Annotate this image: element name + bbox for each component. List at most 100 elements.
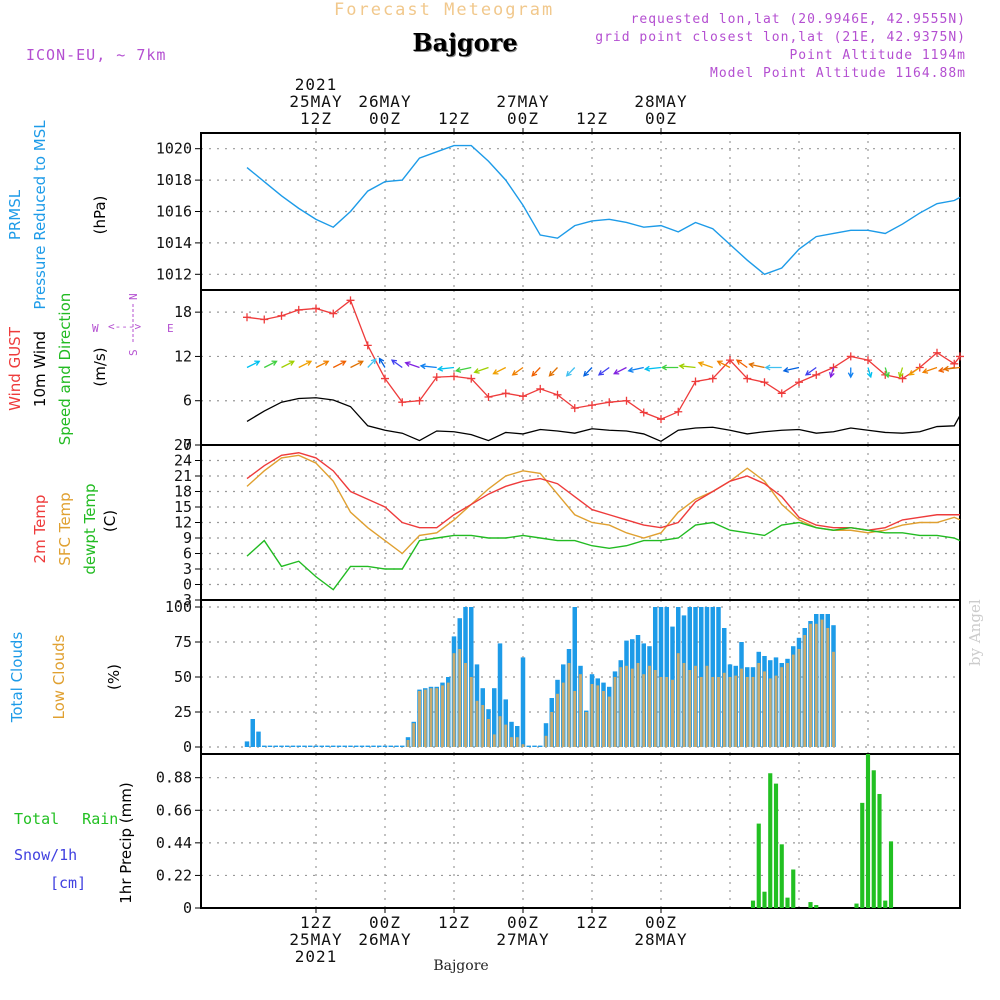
low-cloud-bar — [544, 735, 548, 747]
gust-marker — [743, 374, 752, 383]
low-cloud-bar — [481, 705, 485, 747]
total-cloud-bar — [279, 745, 284, 747]
total-cloud-bar — [572, 607, 577, 747]
wind-direction-arrow — [628, 366, 644, 372]
low-cloud-bar — [671, 679, 674, 747]
gust-marker — [760, 378, 769, 387]
low-cloud-bar — [705, 665, 709, 747]
low-cloud-bar — [596, 685, 600, 747]
gust-marker — [415, 396, 424, 405]
total-cloud-bar — [308, 745, 313, 747]
total-cloud-bar — [267, 745, 273, 747]
low-cloud-bar — [665, 677, 669, 747]
wind-direction-arrow — [698, 362, 713, 369]
bottom-time-label: 12Z — [576, 913, 608, 932]
total-cloud-bar — [290, 745, 296, 747]
bottom-time-label: 26MAY — [358, 930, 411, 949]
gust-marker — [294, 305, 303, 314]
wind-arrow-head — [942, 365, 950, 372]
low-cloud-bar — [567, 663, 571, 747]
wind-arrow-head — [627, 367, 634, 373]
wind-arrow-head — [782, 367, 789, 373]
low-cloud-bar — [625, 665, 628, 747]
total-cloud-bar — [244, 741, 250, 747]
wind-direction-arrow — [246, 360, 260, 369]
wind-direction-arrow — [263, 360, 277, 369]
rain-bar — [762, 891, 767, 908]
panel-frame — [200, 753, 961, 909]
low-cloud-bar — [613, 677, 617, 747]
wind-arrow-head — [937, 367, 945, 373]
total-cloud-bar — [394, 745, 399, 747]
chart-title: Bajgore — [412, 28, 518, 57]
compass-e: E — [167, 322, 174, 335]
wind-direction-arrow — [456, 366, 472, 372]
wind-direction-arrow — [298, 360, 312, 369]
low-cloud-bar — [619, 667, 623, 747]
rain-bar — [791, 869, 796, 908]
pressure-line — [246, 144, 961, 276]
rain-bar — [860, 802, 865, 908]
y-tick-label: -3 — [174, 591, 192, 609]
wind-arrow-head — [565, 370, 572, 377]
low-cloud-bar — [814, 623, 818, 747]
wind-direction-arrow — [474, 366, 489, 373]
low-cloud-bar — [458, 649, 462, 747]
total-cloud-bar — [342, 745, 347, 747]
low-cloud-bar — [475, 700, 479, 747]
low-cloud-bar — [648, 665, 651, 747]
wind-arrow-head — [271, 360, 278, 366]
wind-arrow-head — [597, 370, 605, 376]
low-cloud-bar — [688, 670, 692, 747]
bottom-time-label: 00Z — [369, 913, 401, 932]
wind-direction-arrow — [717, 360, 731, 369]
low-cloud-bar — [751, 677, 755, 747]
y-tick-label: 1020 — [156, 140, 192, 158]
wind-arrow-head — [804, 370, 812, 376]
wind-arrow-head — [716, 360, 723, 366]
gust-marker — [898, 374, 907, 383]
gust-marker — [277, 311, 286, 320]
wind-direction-arrow — [598, 366, 610, 376]
compass-n: N — [127, 293, 140, 300]
gust-marker — [956, 352, 964, 361]
low-cloud-bar — [786, 663, 789, 747]
rain-bar — [779, 844, 784, 908]
bottom-time-label: 00Z — [507, 913, 539, 932]
gust-marker — [346, 296, 355, 305]
bottom-time-label: 28MAY — [634, 930, 687, 949]
y-tick-label: 24 — [174, 452, 192, 470]
y-tick-label: 0 — [183, 576, 192, 594]
y-tick-label: 15 — [174, 498, 192, 516]
low-cloud-bar — [757, 663, 761, 747]
total-cloud-bar — [497, 643, 503, 747]
low-cloud-bar — [774, 675, 778, 747]
low-cloud-bar — [809, 623, 812, 747]
gust-marker — [398, 398, 407, 407]
low-cloud-bar — [791, 654, 795, 747]
low-cloud-bar — [498, 716, 502, 747]
gust-marker — [381, 374, 389, 383]
y-tick-label: 1014 — [156, 234, 192, 252]
total-cloud-bar — [371, 745, 376, 747]
low-cloud-bar — [492, 734, 496, 747]
total-cloud-bar — [526, 745, 531, 747]
wind-direction-arrow — [867, 367, 872, 378]
total-cloud-bar — [331, 745, 336, 747]
gust-marker — [812, 370, 821, 379]
total-cloud-bar — [365, 745, 370, 747]
total-cloud-bar — [354, 745, 359, 747]
wind-arrow-head — [921, 368, 929, 374]
rain-bar — [785, 897, 790, 908]
gust-marker — [622, 396, 631, 405]
gust-marker — [933, 348, 941, 357]
gust-marker — [950, 359, 959, 368]
wind-arrow-head — [370, 358, 377, 365]
wind-direction-arrow — [884, 367, 889, 378]
rain-bar — [871, 770, 876, 908]
low-cloud-bar — [717, 677, 720, 747]
wind-arrow-head — [473, 368, 480, 374]
y-tick-label: 9 — [183, 529, 192, 547]
gust-marker — [536, 384, 545, 393]
rain-bar — [865, 754, 871, 908]
